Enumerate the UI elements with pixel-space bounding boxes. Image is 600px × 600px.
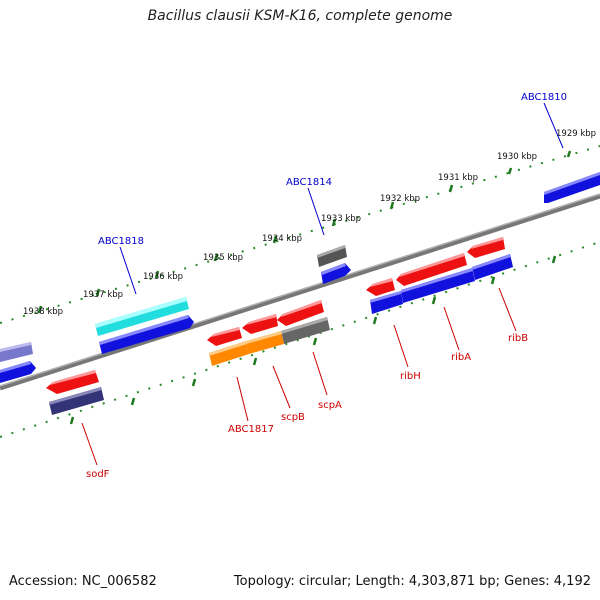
gene-riba-blue[interactable] — [401, 268, 475, 303]
gene-ribb-blue[interactable] — [472, 254, 513, 280]
tick-label-1931: 1931 kbp — [438, 173, 478, 183]
gene-left-blue[interactable] — [0, 361, 36, 383]
genome-backbone — [0, 193, 600, 391]
gene-left-lavender[interactable] — [0, 342, 33, 362]
gene-scpb[interactable] — [242, 314, 278, 334]
gene-abc1817[interactable] — [207, 327, 242, 346]
leader-sodf — [81, 422, 98, 466]
tick-label-1938: 1938 kbp — [23, 307, 63, 317]
upper-tick-rail — [0, 145, 600, 324]
gene-abc1818-downstream[interactable] — [99, 315, 194, 354]
leader-abc1814 — [307, 187, 325, 236]
gene-scpb-orange[interactable] — [246, 331, 284, 354]
gene-label-riba: ribA — [451, 352, 471, 363]
gene-sodf[interactable] — [46, 370, 99, 394]
gene-label-abc1810: ABC1810 — [521, 92, 567, 103]
gene-riba[interactable] — [396, 253, 467, 286]
tick-label-1930: 1930 kbp — [497, 152, 537, 162]
leader-abc1817 — [236, 376, 249, 422]
leader-abc1810 — [543, 102, 564, 149]
tick-label-1935: 1935 kbp — [203, 253, 243, 263]
gene-sodf-navy[interactable] — [49, 387, 104, 415]
tick-label-1932: 1932 kbp — [380, 194, 420, 204]
gene-label-scpa: scpA — [318, 400, 342, 411]
gene-abc1818[interactable] — [95, 297, 189, 336]
gene-scpa-gray[interactable] — [281, 317, 330, 344]
leader-ribh — [393, 324, 409, 368]
gene-ribh[interactable] — [366, 278, 395, 296]
gene-abc1810[interactable] — [544, 172, 600, 203]
gene-label-scpb: scpB — [281, 412, 305, 423]
map-title: Bacillus clausii KSM-K16, complete genom… — [147, 8, 453, 24]
gene-label-ribh: ribH — [400, 371, 421, 382]
gene-label-abc1818: ABC1818 — [98, 236, 144, 247]
genome-backbone-highlight — [0, 193, 600, 387]
tick-label-1934: 1934 kbp — [262, 234, 302, 244]
gene-ribh-blue[interactable] — [370, 291, 403, 314]
lower-major-ticks — [69, 255, 557, 425]
tick-label-1933: 1933 kbp — [321, 214, 361, 224]
gene-label-sodf: sodF — [86, 469, 110, 480]
gene-abc1814[interactable] — [317, 245, 347, 267]
gene-abc1814-downstream[interactable] — [321, 263, 351, 284]
genome-summary-text: Topology: circular; Length: 4,303,871 bp… — [233, 574, 591, 589]
gene-scpa[interactable] — [277, 300, 324, 326]
gene-ribb[interactable] — [467, 237, 505, 258]
accession-text: Accession: NC_006582 — [9, 574, 157, 589]
gene-label-ribb: ribB — [508, 333, 528, 344]
leader-ribb — [498, 287, 517, 332]
gene-label-abc1817: ABC1817 — [228, 424, 274, 435]
leader-abc1818 — [119, 246, 137, 295]
gene-abc1817-orange[interactable] — [209, 341, 249, 366]
leader-scpb — [272, 365, 291, 409]
tick-label-1929: 1929 kbp — [556, 129, 596, 139]
leader-scpa — [312, 351, 328, 396]
gene-label-abc1814: ABC1814 — [286, 177, 332, 188]
leader-riba — [443, 306, 460, 351]
tick-label-1936: 1936 kbp — [143, 272, 183, 282]
tick-label-1937: 1937 kbp — [83, 290, 123, 300]
upper-major-ticks — [37, 150, 572, 314]
